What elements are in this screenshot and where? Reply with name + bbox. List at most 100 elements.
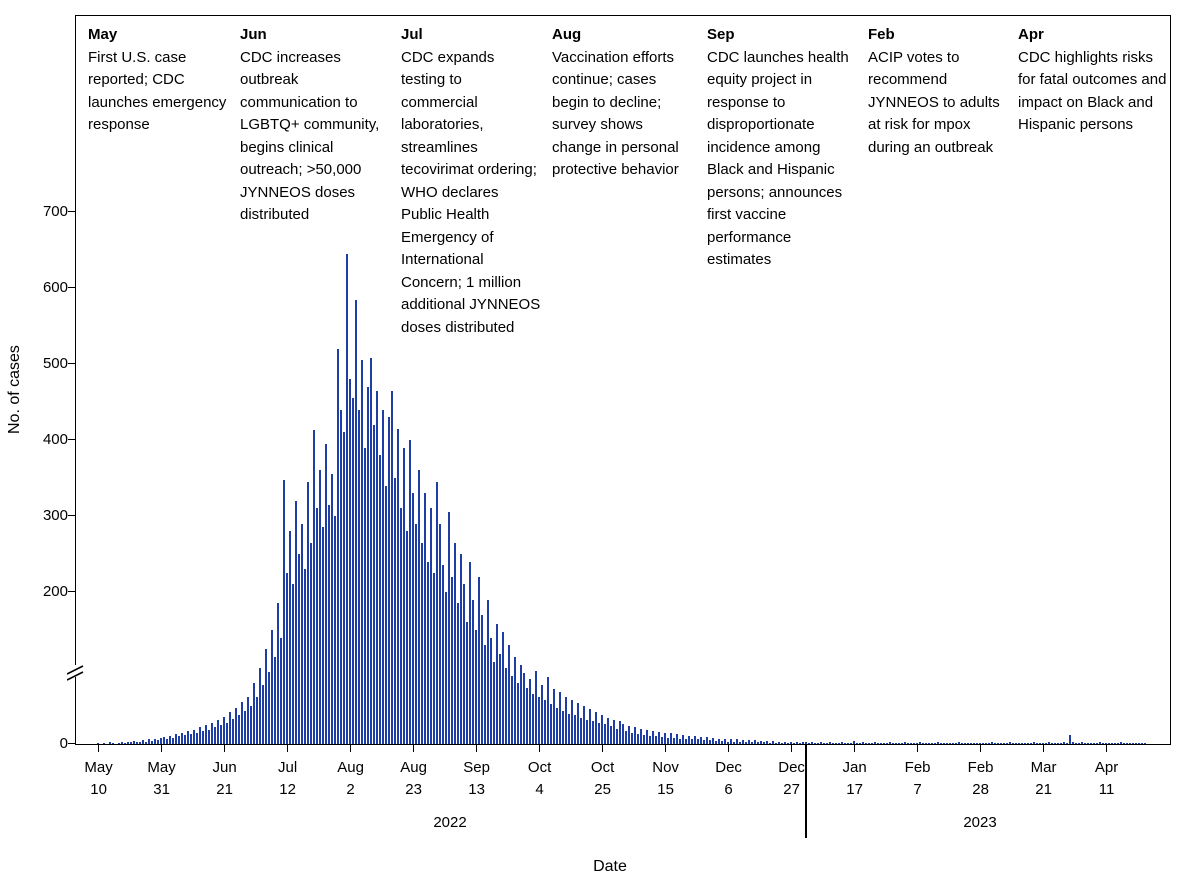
bar: [1045, 743, 1048, 744]
bar: [178, 736, 181, 744]
bar: [787, 743, 790, 744]
bar: [154, 739, 157, 744]
bar: [1012, 743, 1015, 744]
year-divider-line: [805, 745, 807, 838]
bar: [1039, 743, 1042, 744]
bar: [274, 657, 277, 744]
bar: [259, 668, 262, 744]
bar: [628, 726, 631, 744]
bar: [238, 715, 241, 744]
bar: [676, 734, 679, 744]
bar: [1141, 743, 1144, 744]
bar: [868, 743, 871, 744]
bar: [610, 726, 613, 744]
bar: [739, 742, 742, 744]
bar: [472, 600, 475, 744]
bar: [271, 630, 274, 744]
x-tick-label: Mar 21: [1030, 759, 1057, 798]
bar: [223, 717, 226, 744]
bar: [505, 668, 508, 744]
bar: [550, 704, 553, 744]
bar: [451, 577, 454, 744]
bar: [625, 731, 628, 744]
bar: [772, 741, 775, 744]
bar: [697, 739, 700, 744]
bar: [1078, 743, 1081, 744]
x-tick-label: May 10: [84, 759, 113, 798]
x-tick-mark: [538, 745, 541, 752]
bar: [256, 697, 259, 744]
bar: [754, 740, 757, 744]
bar: [823, 743, 826, 744]
x-tick-mark: [853, 745, 856, 752]
bar: [424, 493, 427, 744]
x-tick-label: Oct 4: [527, 759, 552, 798]
bar: [517, 683, 520, 744]
bar: [235, 708, 238, 744]
x-tick-mark: [97, 745, 100, 752]
bar: [172, 738, 175, 744]
bar: [331, 474, 334, 744]
bar: [202, 731, 205, 744]
annotation-jun-text: CDC increases outbreak communication to …: [240, 48, 380, 224]
bar: [529, 679, 532, 744]
bar: [760, 741, 763, 744]
bar: [490, 638, 493, 744]
annotation-apr: Apr CDC highlights risks for fatal outco…: [1018, 24, 1168, 137]
bar: [865, 743, 868, 744]
bar: [688, 736, 691, 744]
bar: [910, 743, 913, 744]
bar: [373, 425, 376, 744]
bar: [943, 743, 946, 744]
bar: [682, 735, 685, 744]
annotation-jul-text: CDC expands testing to commercial labora…: [401, 48, 541, 336]
bar: [97, 743, 100, 744]
bar: [454, 543, 457, 744]
bar: [745, 742, 748, 744]
bar: [187, 731, 190, 744]
bar: [343, 432, 346, 744]
bar: [586, 720, 589, 744]
x-tick-mark: [601, 745, 604, 752]
bar: [1054, 743, 1057, 744]
bar: [997, 743, 1000, 744]
bar: [412, 493, 415, 744]
bar: [1084, 743, 1087, 744]
bar: [1015, 743, 1018, 744]
bar: [805, 742, 808, 744]
bar: [394, 478, 397, 744]
bar: [427, 562, 430, 744]
bar: [475, 630, 478, 744]
annotation-apr-text: CDC highlights risks for fatal outcomes …: [1018, 48, 1167, 134]
bar: [163, 737, 166, 744]
bar: [262, 685, 265, 744]
annotation-aug: Aug Vaccination efforts continue; cases …: [552, 24, 694, 182]
bar: [145, 742, 148, 744]
x-tick-mark: [979, 745, 982, 752]
bar: [403, 448, 406, 744]
bar: [493, 662, 496, 744]
bar: [466, 622, 469, 744]
bar: [409, 440, 412, 744]
bar: [694, 736, 697, 744]
bar: [946, 743, 949, 744]
bar: [1120, 742, 1123, 744]
bar: [796, 742, 799, 744]
bar: [880, 743, 883, 744]
x-tick-label: Nov 15: [652, 759, 679, 798]
bar: [166, 739, 169, 744]
bar: [1036, 743, 1039, 744]
bar: [370, 358, 373, 744]
bar: [328, 505, 331, 744]
bar: [232, 719, 235, 744]
annotation-may: May First U.S. case reported; CDC launch…: [88, 24, 236, 137]
bar: [976, 743, 979, 744]
y-tick-mark: [68, 742, 75, 745]
bar: [757, 742, 760, 744]
x-tick-mark: [286, 745, 289, 752]
bar: [820, 742, 823, 744]
bar: [157, 740, 160, 744]
bar: [421, 543, 424, 744]
bar: [349, 379, 352, 744]
bar: [568, 714, 571, 744]
